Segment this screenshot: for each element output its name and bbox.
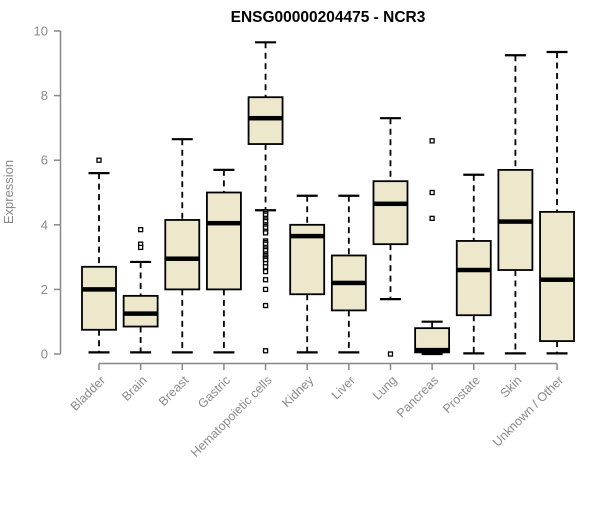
outlier-point — [262, 286, 269, 293]
box-series — [81, 41, 575, 357]
outlier-point — [262, 230, 269, 236]
iqr-box — [247, 96, 284, 145]
boxplot-prostate — [455, 173, 492, 355]
y-axis-label: Expression — [1, 160, 16, 224]
boxplot-breast — [164, 138, 201, 354]
y-tick-label: 6 — [41, 153, 48, 168]
median-line — [540, 277, 575, 282]
outlier-point — [429, 138, 435, 144]
boxplot-kidney — [289, 194, 326, 354]
y-tick-label: 10 — [34, 24, 48, 39]
median-line — [331, 280, 366, 286]
x-category-label: Gastric — [195, 373, 233, 411]
x-category-label: Unknown / Other — [490, 373, 566, 449]
median-line — [456, 267, 491, 273]
outlier-point — [429, 215, 435, 221]
outlier-point — [137, 244, 144, 251]
x-category-label: Brain — [119, 373, 150, 404]
iqr-box — [164, 219, 201, 291]
boxplot-pancreas — [414, 138, 451, 356]
outlier-point — [262, 277, 269, 283]
iqr-box — [372, 180, 409, 246]
boxplot-gastric — [206, 168, 242, 354]
boxplot-skin — [497, 54, 534, 355]
outlier-point — [429, 189, 435, 196]
outlier-point — [262, 264, 269, 270]
iqr-box — [81, 265, 117, 331]
outlier-point — [262, 268, 269, 275]
outlier-point — [262, 348, 269, 354]
iqr-box — [455, 240, 492, 317]
x-category-label: Hematopoietic cells — [188, 373, 275, 460]
y-tick-label: 8 — [41, 88, 48, 103]
median-line — [415, 347, 450, 353]
x-category-label: Skin — [497, 373, 524, 400]
median-line — [248, 115, 283, 121]
outlier-point — [387, 351, 394, 357]
median-line — [123, 311, 158, 316]
chart-title: ENSG00000204475 - NCR3 — [231, 9, 426, 26]
boxplot-lung — [372, 117, 409, 357]
iqr-box — [539, 210, 575, 342]
outlier-point — [137, 226, 144, 233]
boxplot-liver — [330, 194, 367, 354]
axes: 0 2 4 6 8 10 — [34, 24, 558, 370]
y-tick-label: 0 — [41, 347, 48, 362]
x-category-label: Kidney — [279, 373, 316, 410]
boxplot-hematopoietic-cells — [247, 41, 284, 354]
median-line — [82, 287, 116, 292]
iqr-box — [122, 294, 159, 328]
boxplot-brain — [122, 226, 159, 354]
x-category-label: Liver — [329, 373, 358, 402]
x-category-label: Prostate — [440, 373, 483, 416]
median-line — [373, 201, 408, 207]
median-line — [206, 220, 241, 226]
x-category-label: Bladder — [68, 373, 108, 413]
boxplot-bladder — [81, 157, 117, 354]
x-category-label: Pancreas — [394, 373, 441, 420]
outlier-point — [96, 157, 102, 163]
median-line — [290, 233, 325, 239]
x-category-label: Breast — [156, 373, 192, 409]
iqr-box — [206, 191, 242, 291]
y-tick-label: 4 — [41, 217, 48, 232]
median-line — [498, 219, 533, 224]
y-tick-label: 2 — [41, 282, 48, 297]
median-line — [165, 256, 200, 261]
x-category-label: Lung — [370, 373, 400, 403]
outlier-point — [262, 302, 269, 309]
boxplot-unknown-other — [539, 50, 575, 355]
